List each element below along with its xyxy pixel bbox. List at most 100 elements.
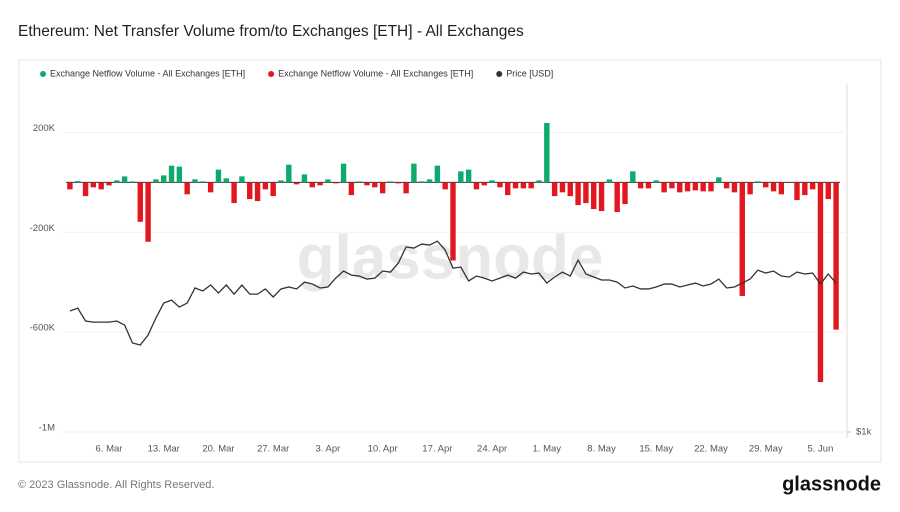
- bar: [458, 171, 464, 183]
- bar: [739, 182, 745, 296]
- chart-frame: [18, 59, 882, 463]
- bar: [387, 181, 394, 183]
- bar: [575, 182, 581, 206]
- bar: [825, 182, 831, 200]
- x-tick-label: 10. Apr: [368, 444, 398, 455]
- bar: [317, 182, 323, 186]
- bar: [544, 122, 550, 183]
- x-tick-label: 15. May: [639, 444, 673, 455]
- bar: [770, 182, 777, 192]
- bar: [364, 182, 370, 186]
- bar: [833, 182, 839, 330]
- legend-marker: [40, 71, 46, 77]
- y-tick-label: -1M: [39, 423, 55, 434]
- bar: [606, 179, 613, 183]
- bar: [270, 182, 276, 197]
- bar: [114, 180, 120, 183]
- bar: [598, 182, 605, 212]
- legend-marker: [268, 71, 275, 77]
- bar: [755, 181, 761, 183]
- bar: [817, 182, 824, 383]
- bar: [207, 182, 214, 193]
- bar: [677, 182, 683, 193]
- bar: [450, 182, 456, 261]
- bar: [340, 163, 347, 183]
- bar: [802, 182, 808, 196]
- bar: [98, 182, 104, 190]
- bar: [176, 166, 183, 183]
- bar: [200, 181, 206, 183]
- bar: [614, 182, 620, 213]
- bar: [75, 181, 81, 183]
- bar: [723, 182, 730, 189]
- legend-label: Exchange Netflow Volume - All Exchanges …: [50, 68, 245, 78]
- bar: [520, 182, 527, 189]
- bar: [434, 165, 441, 183]
- bar: [215, 169, 222, 183]
- x-tick-label: 20. Mar: [202, 444, 234, 455]
- bar: [161, 175, 167, 183]
- bar: [372, 182, 378, 188]
- bar: [247, 182, 253, 200]
- bar: [692, 182, 699, 191]
- x-tick-label: 24. Apr: [477, 444, 507, 455]
- bar: [630, 171, 636, 183]
- bar: [129, 181, 136, 183]
- bar: [716, 177, 722, 183]
- x-tick-label: 5. Jun: [808, 444, 834, 455]
- marks: [67, 122, 839, 383]
- bar: [653, 180, 659, 183]
- bar: [356, 181, 362, 183]
- bar: [426, 179, 433, 183]
- bar: [684, 182, 691, 192]
- bar: [262, 182, 269, 190]
- bar: [481, 182, 487, 186]
- bar: [231, 182, 237, 204]
- legend: Exchange Netflow Volume - All Exchanges …: [40, 68, 553, 78]
- bar: [794, 182, 800, 201]
- bar: [551, 182, 558, 197]
- bar: [747, 182, 753, 195]
- x-tick-label: 27. Mar: [257, 444, 289, 455]
- watermark: glassnode: [297, 223, 604, 292]
- bar: [419, 181, 425, 183]
- bar: [708, 182, 714, 192]
- bar: [121, 176, 128, 183]
- y2-tick-label: $1k: [856, 427, 872, 438]
- bar: [395, 182, 401, 184]
- bar: [286, 164, 292, 183]
- bar: [622, 182, 628, 205]
- bar: [67, 182, 73, 190]
- bar: [223, 178, 229, 183]
- x-tick-label: 29. May: [749, 444, 783, 455]
- legend-marker: [496, 71, 503, 77]
- bar: [536, 180, 542, 183]
- bar: [442, 182, 448, 190]
- bar: [82, 182, 89, 197]
- bar: [333, 182, 339, 184]
- bar: [348, 182, 355, 196]
- bar: [637, 182, 644, 189]
- x-tick-label: 17. Apr: [422, 444, 452, 455]
- footer: © 2023 Glassnode. All Rights Reserved.: [18, 479, 214, 491]
- bar: [778, 182, 785, 195]
- bar: [239, 176, 245, 183]
- bar: [512, 182, 519, 189]
- price-line: [69, 240, 837, 346]
- bar: [411, 163, 417, 183]
- bar: [528, 182, 534, 189]
- bar: [325, 179, 331, 183]
- y-tick-label: -600K: [30, 323, 56, 334]
- bar: [763, 182, 769, 188]
- bar: [559, 182, 566, 193]
- x-tick-label: 13. Mar: [148, 444, 180, 455]
- bar: [293, 182, 300, 185]
- bar: [786, 182, 792, 183]
- x-tick-label: 22. May: [694, 444, 728, 455]
- brand-logo: glassnode: [782, 473, 881, 495]
- bar: [591, 182, 597, 210]
- bar: [489, 180, 495, 183]
- bar: [137, 182, 143, 222]
- bar: [497, 182, 503, 188]
